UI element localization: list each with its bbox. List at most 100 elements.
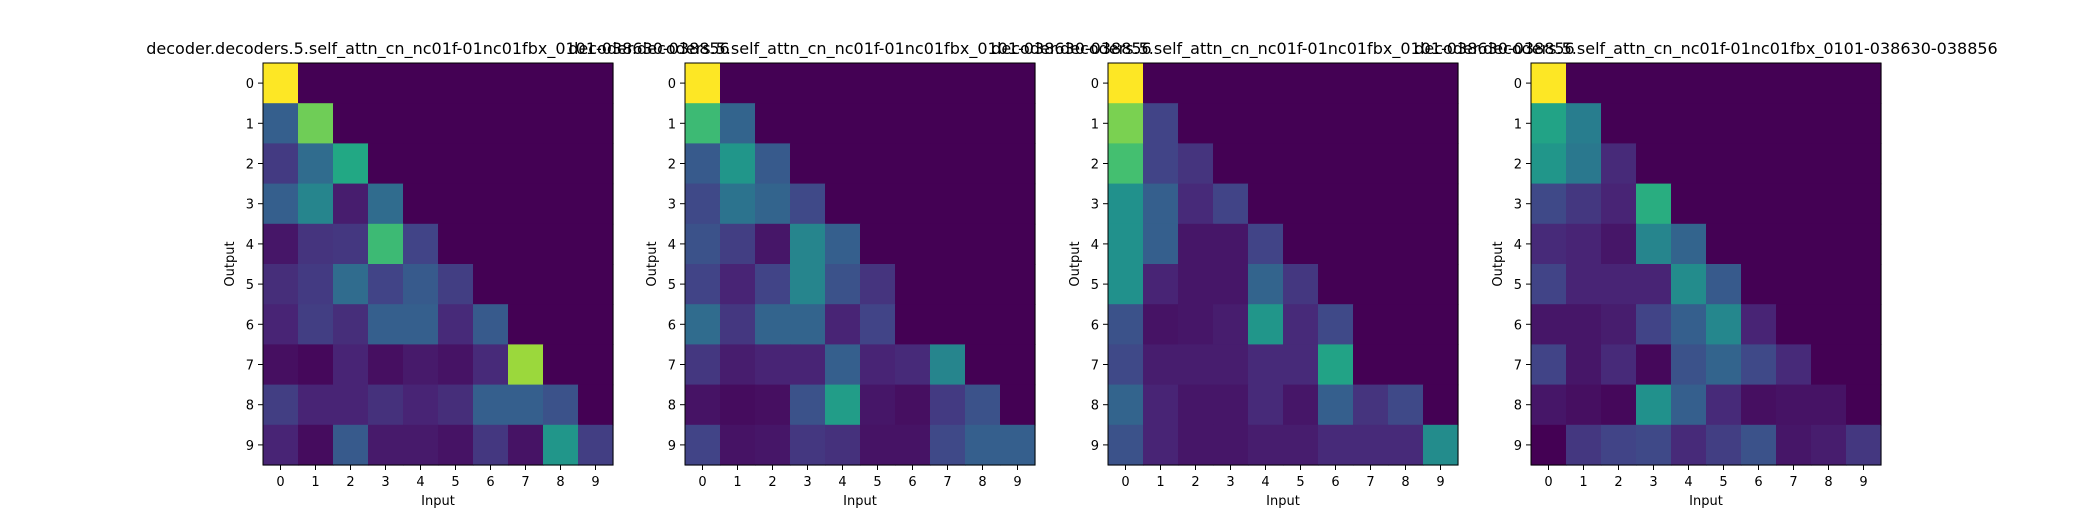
heatmap-cell-r8-c8 xyxy=(1388,384,1424,426)
heatmap-cell-r2-c9 xyxy=(578,143,614,185)
heatmap-cell-r9-c2 xyxy=(755,424,791,466)
heatmap-cell-r4-c7 xyxy=(1353,223,1389,265)
heatmap-cell-r6-c0 xyxy=(685,304,721,345)
heatmap-cell-r3-c2 xyxy=(333,183,369,225)
heatmap-cell-r8-c7 xyxy=(508,384,544,426)
x-axis-ticks: 0 1 2 3 4 5 6 7 8 9 xyxy=(1544,465,1868,490)
heatmap-cell-r0-c0 xyxy=(263,63,299,104)
heatmap-cell-r6-c3 xyxy=(1213,304,1249,345)
heatmap-cell-r4-c7 xyxy=(508,223,544,265)
heatmap-cell-r4-c5 xyxy=(1283,223,1319,265)
heatmap-cell-r7-c0 xyxy=(685,344,721,386)
heatmap-cell-r5-c3 xyxy=(1213,264,1249,305)
heatmap-cell-r3-c2 xyxy=(1601,183,1637,225)
y-tick-label: 8 xyxy=(1514,399,1522,414)
heatmap-cell-r5-c4 xyxy=(403,264,439,305)
heatmap-cell-r9-c3 xyxy=(1213,424,1249,466)
heatmap-cell-r1-c2 xyxy=(1601,103,1637,144)
heatmap-cell-r7-c6 xyxy=(473,344,509,386)
heatmap-cell-r8-c4 xyxy=(825,384,861,426)
heatmap-cell-r0-c0 xyxy=(1108,63,1144,104)
y-tick-label: 2 xyxy=(246,158,254,173)
heatmap-cell-r9-c7 xyxy=(1776,424,1812,466)
heatmap-cell-r2-c4 xyxy=(1248,143,1284,185)
heatmap-cell-r8-c2 xyxy=(333,384,369,426)
heatmap-cell-r7-c7 xyxy=(930,344,966,386)
y-tick-label: 4 xyxy=(1091,238,1099,253)
y-axis-ticks: 0 1 2 3 4 5 6 7 8 9 xyxy=(1091,77,1108,454)
x-tick-label: 6 xyxy=(486,475,494,490)
heatmap-cell-r6-c7 xyxy=(930,304,966,345)
x-tick-label: 7 xyxy=(521,475,529,490)
heatmap-cell-r3-c2 xyxy=(1178,183,1214,225)
heatmap-cell-r2-c1 xyxy=(720,143,756,185)
heatmap-cell-r9-c4 xyxy=(825,424,861,466)
heatmap-cell-r1-c7 xyxy=(1776,103,1812,144)
heatmap-cell-r8-c0 xyxy=(1531,384,1567,426)
heatmap-cell-r8-c0 xyxy=(263,384,299,426)
heatmap-cell-r4-c7 xyxy=(930,223,966,265)
heatmap-cell-r5-c6 xyxy=(1318,264,1354,305)
heatmap-cell-r7-c9 xyxy=(1846,344,1882,386)
x-tick-label: 3 xyxy=(1226,475,1234,490)
heatmap-cell-r6-c1 xyxy=(1143,304,1179,345)
heatmap-cell-r6-c1 xyxy=(298,304,334,345)
heatmap-cell-r7-c5 xyxy=(860,344,896,386)
heatmap-cell-r2-c7 xyxy=(508,143,544,185)
heatmap-cell-r5-c0 xyxy=(685,264,721,305)
y-tick-label: 6 xyxy=(1514,318,1522,333)
heatmap-cell-r9-c9 xyxy=(578,424,614,466)
heatmap-cell-r8-c4 xyxy=(403,384,439,426)
x-tick-label: 3 xyxy=(1649,475,1657,490)
heatmap-cell-r3-c4 xyxy=(1248,183,1284,225)
heatmap-cell-r3-c4 xyxy=(825,183,861,225)
y-tick-label: 9 xyxy=(668,439,676,454)
heatmap-cell-r9-c8 xyxy=(1388,424,1424,466)
heatmap-cell-r9-c9 xyxy=(1423,424,1459,466)
heatmap-cell-r6-c1 xyxy=(720,304,756,345)
x-tick-label: 8 xyxy=(1401,475,1409,490)
heatmap-cell-r6-c3 xyxy=(368,304,404,345)
heatmap-cell-r5-c9 xyxy=(578,264,614,305)
heatmap-cell-r3-c4 xyxy=(403,183,439,225)
heatmap-cell-r5-c2 xyxy=(1601,264,1637,305)
panel-title: decoder.decoders.5.self_attn_cn_nc01f-01… xyxy=(1414,39,1997,59)
heatmap-cell-r2-c8 xyxy=(1811,143,1847,185)
y-axis-label: Output xyxy=(223,241,238,286)
heatmap-cell-r1-c4 xyxy=(403,103,439,144)
heatmap-cell-r7-c6 xyxy=(895,344,931,386)
heatmap-cell-r4-c2 xyxy=(1601,223,1637,265)
heatmap-cell-r7-c8 xyxy=(1388,344,1424,386)
heatmap-cell-r0-c7 xyxy=(930,63,966,104)
heatmap-cell-r4-c9 xyxy=(578,223,614,265)
heatmap-cell-r5-c3 xyxy=(1636,264,1672,305)
y-tick-label: 2 xyxy=(1514,158,1522,173)
heatmap-cell-r9-c0 xyxy=(1531,424,1567,466)
heatmap-cell-r7-c5 xyxy=(438,344,474,386)
heatmap-cell-r6-c4 xyxy=(403,304,439,345)
y-tick-label: 9 xyxy=(1091,439,1099,454)
x-tick-label: 4 xyxy=(1684,475,1692,490)
plot-frame xyxy=(262,62,614,466)
heatmap-panel-1: decoder.decoders.5.self_attn_cn_nc01f-01… xyxy=(146,39,729,509)
x-tick-label: 3 xyxy=(381,475,389,490)
heatmap-cell-r5-c4 xyxy=(1671,264,1707,305)
heatmap-cell-r8-c6 xyxy=(1741,384,1777,426)
x-axis-ticks: 0 1 2 3 4 5 6 7 8 9 xyxy=(276,465,600,490)
heatmap-cell-r4-c6 xyxy=(1741,223,1777,265)
x-tick-label: 0 xyxy=(276,475,284,490)
heatmap-cell-r9-c2 xyxy=(1178,424,1214,466)
heatmap-cell-r1-c1 xyxy=(720,103,756,144)
x-tick-label: 9 xyxy=(1013,475,1021,490)
heatmap-cell-r5-c1 xyxy=(298,264,334,305)
heatmap-cell-r9-c8 xyxy=(1811,424,1847,466)
heatmap-cell-r5-c9 xyxy=(1000,264,1036,305)
heatmap-cell-r3-c2 xyxy=(755,183,791,225)
heatmap-cell-r5-c8 xyxy=(1811,264,1847,305)
heatmap-cell-r0-c5 xyxy=(1706,63,1742,104)
heatmap-cells xyxy=(685,63,1036,466)
heatmap-cell-r5-c4 xyxy=(1248,264,1284,305)
y-axis-ticks: 0 1 2 3 4 5 6 7 8 9 xyxy=(246,77,263,454)
heatmap-cell-r1-c8 xyxy=(1388,103,1424,144)
x-tick-label: 6 xyxy=(1331,475,1339,490)
